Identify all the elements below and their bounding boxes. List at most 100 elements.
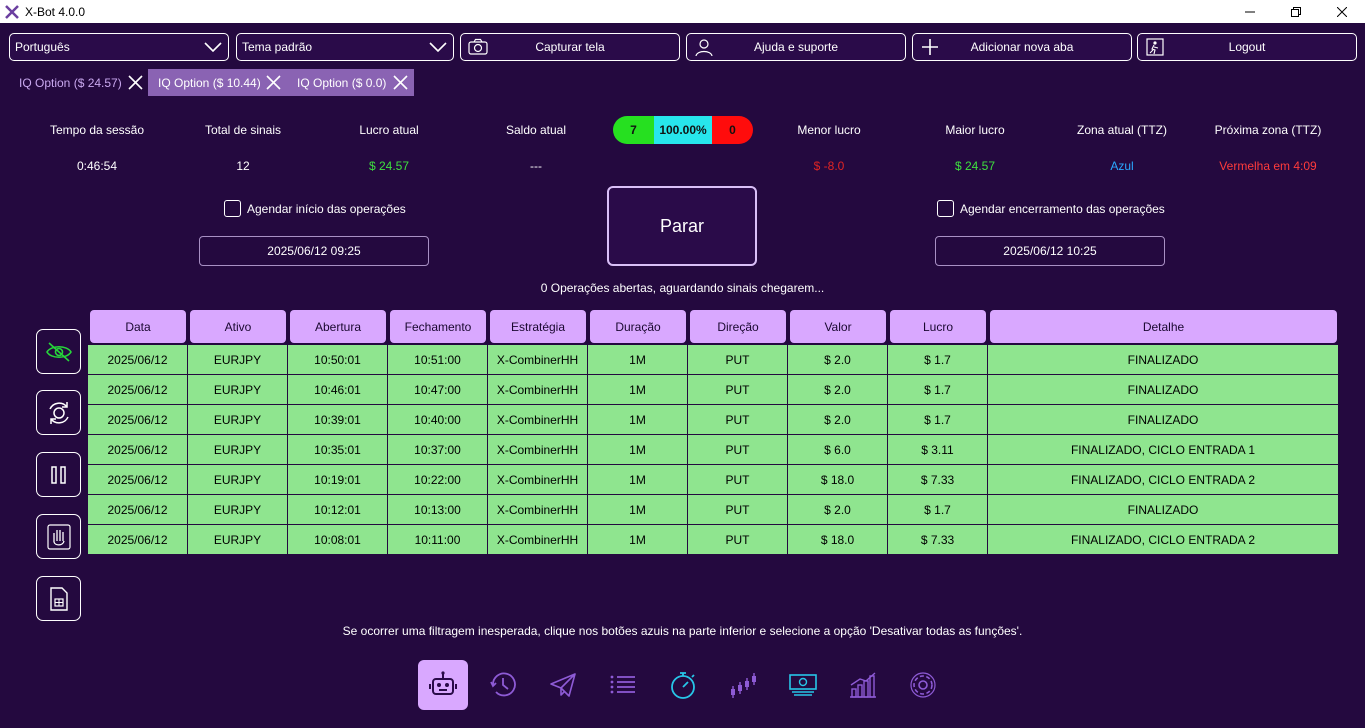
schedule-end-datetime-input[interactable]: 2025/06/12 10:25 xyxy=(935,236,1165,266)
camera-icon xyxy=(468,38,488,55)
cell-profit: $ 1.7 xyxy=(888,405,988,434)
cell-open: 10:50:01 xyxy=(288,345,388,374)
status-text: 0 Operações abertas, aguardando sinais c… xyxy=(540,281,825,295)
checkbox-box[interactable] xyxy=(937,200,954,217)
schedule-start-checkbox[interactable]: Agendar início das operações xyxy=(224,200,406,217)
add-tab-button[interactable]: Adicionar nova aba xyxy=(912,33,1132,61)
history-icon xyxy=(490,672,516,697)
total-signals-label: Total de sinais xyxy=(204,123,282,137)
table-row[interactable]: 2025/06/12 EURJPY 10:08:01 10:11:00 X-Combin… xyxy=(88,525,1338,555)
stop-hand-button[interactable] xyxy=(36,514,81,559)
table-row[interactable]: 2025/06/12 EURJPY 10:35:01 10:37:00 X-Combin… xyxy=(88,435,1338,465)
close-tab-icon[interactable] xyxy=(393,75,408,90)
restore-button[interactable] xyxy=(1273,0,1319,23)
nav-telegram[interactable] xyxy=(538,660,588,710)
stop-button[interactable]: Parar xyxy=(607,186,757,266)
cell-date: 2025/06/12 xyxy=(88,405,188,434)
nav-settings[interactable] xyxy=(898,660,948,710)
language-select[interactable]: Português xyxy=(9,33,229,61)
schedule-end-label: Agendar encerramento das operações xyxy=(960,201,1165,216)
cell-strategy: X-CombinerHH xyxy=(488,495,588,524)
capture-screen-button[interactable]: Capturar tela xyxy=(460,33,680,61)
current-zone-value: Azul xyxy=(1110,159,1134,173)
help-support-button[interactable]: Ajuda e suporte xyxy=(686,33,906,61)
schedule-start-datetime-input[interactable]: 2025/06/12 09:25 xyxy=(199,236,429,266)
table-row[interactable]: 2025/06/12 EURJPY 10:50:01 10:51:00 X-Combin… xyxy=(88,345,1338,375)
column-header[interactable]: Direção xyxy=(690,310,786,343)
pause-button[interactable] xyxy=(36,452,81,497)
logout-button[interactable]: Logout xyxy=(1137,33,1357,61)
column-header[interactable]: Abertura xyxy=(290,310,386,343)
nav-list[interactable] xyxy=(598,660,648,710)
minimize-icon xyxy=(1245,11,1255,12)
close-icon xyxy=(1337,6,1347,17)
close-window-button[interactable] xyxy=(1319,0,1365,23)
cell-strategy: X-CombinerHH xyxy=(488,435,588,464)
losses-count: 0 xyxy=(712,116,753,144)
table-row[interactable]: 2025/06/12 EURJPY 10:19:01 10:22:00 X-Combin… xyxy=(88,465,1338,495)
cell-direction: PUT xyxy=(688,465,788,494)
cell-value: $ 18.0 xyxy=(788,525,888,554)
cell-profit: $ 7.33 xyxy=(888,465,988,494)
wins-count: 7 xyxy=(613,116,654,144)
table-row[interactable]: 2025/06/12 EURJPY 10:46:01 10:47:00 X-Combin… xyxy=(88,375,1338,405)
column-header[interactable]: Valor xyxy=(790,310,886,343)
schedule-end-checkbox[interactable]: Agendar encerramento das operações xyxy=(937,200,1165,217)
add-tab-label: Adicionar nova aba xyxy=(970,40,1074,54)
current-balance-label: Saldo atual xyxy=(505,123,567,137)
logout-label: Logout xyxy=(1228,40,1266,54)
cell-open: 10:12:01 xyxy=(288,495,388,524)
logout-icon xyxy=(1146,38,1164,56)
column-header[interactable]: Duração xyxy=(590,310,686,343)
theme-select[interactable]: Tema padrão xyxy=(236,33,454,61)
table-row[interactable]: 2025/06/12 EURJPY 10:12:01 10:13:00 X-Combin… xyxy=(88,495,1338,525)
plus-icon xyxy=(922,39,938,55)
cell-date: 2025/06/12 xyxy=(88,435,188,464)
tab-iq-option-3[interactable]: IQ Option ($ 0.0) xyxy=(287,69,414,96)
cell-detail: FINALIZADO, CICLO ENTRADA 2 xyxy=(1070,532,1256,547)
cell-asset: EURJPY xyxy=(188,345,288,374)
cell-close: 10:51:00 xyxy=(388,345,488,374)
refresh-button[interactable] xyxy=(36,390,81,435)
cell-profit: $ 1.7 xyxy=(888,345,988,374)
nav-money[interactable] xyxy=(778,660,828,710)
cell-detail: FINALIZADO, CICLO ENTRADA 1 xyxy=(1070,442,1256,457)
settings-icon xyxy=(910,672,936,698)
close-tab-icon[interactable] xyxy=(128,75,143,90)
cell-close: 10:40:00 xyxy=(388,405,488,434)
report-button[interactable] xyxy=(36,576,81,621)
column-header[interactable]: Lucro xyxy=(890,310,986,343)
nav-history[interactable] xyxy=(478,660,528,710)
cell-close: 10:37:00 xyxy=(388,435,488,464)
column-header[interactable]: Ativo xyxy=(190,310,286,343)
nav-robot[interactable] xyxy=(418,660,468,710)
cell-detail: FINALIZADO xyxy=(1127,412,1199,427)
schedule-end-datetime-value: 2025/06/12 10:25 xyxy=(1003,244,1097,258)
column-header[interactable]: Detalhe xyxy=(990,310,1337,343)
footer-note: Se ocorrer uma filtragem inesperada, cli… xyxy=(342,624,1023,638)
tab-iq-option-2[interactable]: IQ Option ($ 10.44) xyxy=(148,69,287,96)
current-profit-label: Lucro atual xyxy=(359,123,419,137)
robot-icon xyxy=(429,671,457,695)
win-loss-score: 7 100.00% 0 xyxy=(613,116,753,144)
theme-select-value: Tema padrão xyxy=(242,40,313,54)
cell-close: 10:11:00 xyxy=(388,525,488,554)
nav-timer[interactable] xyxy=(658,660,708,710)
close-tab-icon[interactable] xyxy=(266,75,281,90)
tab-iq-option-1[interactable]: IQ Option ($ 24.57) xyxy=(9,69,148,96)
column-header[interactable]: Fechamento xyxy=(390,310,486,343)
minimize-button[interactable] xyxy=(1227,0,1273,23)
hand-icon xyxy=(46,523,71,550)
cell-duration: 1M xyxy=(588,495,688,524)
cell-value: $ 2.0 xyxy=(788,495,888,524)
hide-button[interactable] xyxy=(36,329,81,374)
cell-asset: EURJPY xyxy=(188,525,288,554)
checkbox-box[interactable] xyxy=(224,200,241,217)
next-zone-label: Próxima zona (TTZ) xyxy=(1214,123,1322,137)
cell-value: $ 2.0 xyxy=(788,375,888,404)
table-row[interactable]: 2025/06/12 EURJPY 10:39:01 10:40:00 X-Combin… xyxy=(88,405,1338,435)
nav-candles[interactable] xyxy=(718,660,768,710)
column-header[interactable]: Data xyxy=(90,310,186,343)
nav-chart[interactable] xyxy=(838,660,888,710)
column-header[interactable]: Estratégia xyxy=(490,310,586,343)
